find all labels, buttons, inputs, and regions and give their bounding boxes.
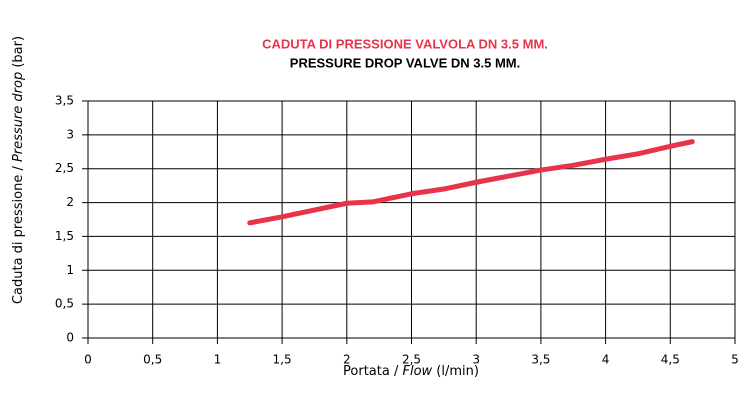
x-axis-label: Portata / Flow (l/min) — [343, 364, 479, 379]
x-tick-label: 0 — [84, 353, 92, 367]
data-line — [247, 139, 695, 226]
x-label-part: Portata / — [343, 364, 402, 379]
x-tick-label: 3 — [472, 353, 480, 367]
y-tick-label: 0 — [66, 331, 74, 345]
y-label-part: (bar) — [11, 36, 26, 72]
y-tick-label: 1 — [66, 263, 74, 277]
x-tick-label: 1,5 — [273, 353, 292, 367]
chart-subtitle: PRESSURE DROP VALVE DN 3.5 MM. — [290, 55, 520, 70]
y-tick-label: 1,5 — [55, 229, 74, 243]
x-tick-label: 0,5 — [143, 353, 162, 367]
y-tick-label: 2,5 — [55, 161, 74, 175]
x-tick-label: 5 — [731, 353, 739, 367]
y-tick-label: 3 — [66, 127, 74, 141]
x-tick-label: 1 — [214, 353, 222, 367]
chart-title: CADUTA DI PRESSIONE VALVOLA DN 3.5 MM. — [262, 36, 548, 51]
x-tick-label: 4 — [602, 353, 610, 367]
y-label-part: Pressure drop — [11, 72, 26, 162]
x-label-part: (l/min) — [432, 364, 479, 379]
y-label-part: Caduta di pressione / — [11, 162, 26, 304]
x-tick-label: 2,5 — [402, 353, 421, 367]
y-tick-label: 0,5 — [55, 297, 74, 311]
x-tick-label: 3,5 — [531, 353, 550, 367]
x-tick-label: 2 — [343, 353, 351, 367]
x-tick-label: 4,5 — [661, 353, 680, 367]
y-tick-label: 3,5 — [55, 94, 74, 108]
x-label-part: Flow — [402, 364, 432, 379]
y-axis-label: Caduta di pressione / Pressure drop (bar… — [11, 36, 26, 304]
y-tick-label: 2 — [66, 195, 74, 209]
